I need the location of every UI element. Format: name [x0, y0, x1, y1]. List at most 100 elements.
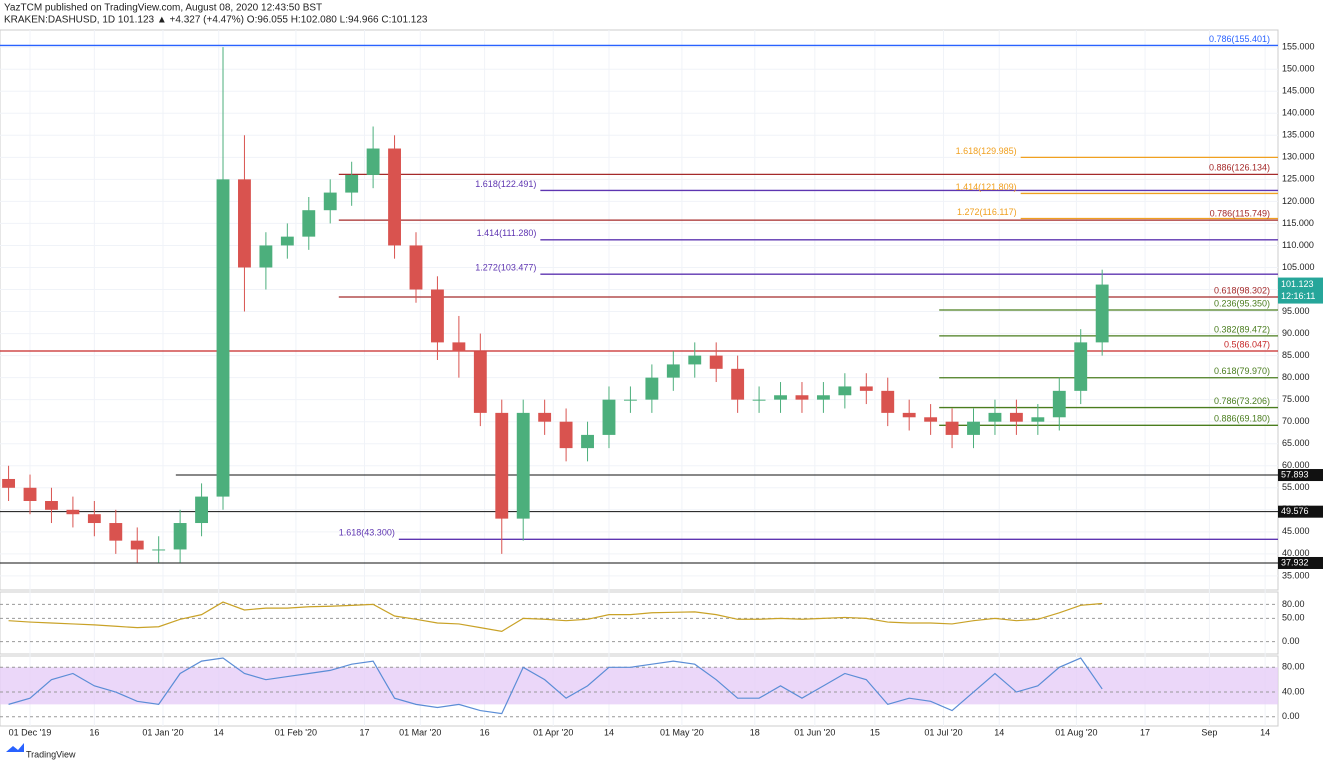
brand-logo [6, 743, 24, 752]
candle-body [924, 417, 938, 422]
y-tick-label: 130.000 [1282, 152, 1315, 162]
support-value: 57.893 [1281, 469, 1309, 479]
x-tick-label: 01 Apr '20 [533, 727, 573, 737]
x-tick-label: 15 [870, 727, 880, 737]
x-tick-label: Sep [1201, 727, 1217, 737]
x-tick-label: 01 Aug '20 [1055, 727, 1097, 737]
candle-body [688, 355, 702, 365]
y-tick-label: 60.000 [1282, 460, 1310, 470]
candle-body [967, 421, 980, 435]
y-tick-label: 85.000 [1282, 350, 1310, 360]
fib-label: 0.786(155.401) [1209, 34, 1270, 44]
candle-body [838, 386, 852, 396]
candle-body [302, 210, 316, 237]
support-tag [1278, 469, 1323, 482]
candle-body [195, 496, 208, 524]
y-tick-label: 75.000 [1282, 394, 1310, 404]
rsi-pane [0, 591, 1279, 655]
candle-body [323, 192, 337, 211]
x-tick-label: 01 Mar '20 [399, 727, 441, 737]
stoch-tick-label: 40.00 [1282, 686, 1305, 696]
x-tick-label: 01 Jun '20 [794, 727, 835, 737]
candle-body [623, 399, 637, 401]
fib-label: 1.414(111.280) [477, 228, 537, 238]
candle-body [752, 399, 766, 401]
candle-body [473, 351, 487, 413]
last-price: 101.123 [1281, 279, 1314, 289]
candle-body [1031, 417, 1045, 422]
candle-body [1074, 342, 1088, 391]
countdown: 12:16:11 [1281, 291, 1315, 301]
y-tick-label: 55.000 [1282, 482, 1310, 492]
fib-label: 1.618(129.985) [956, 146, 1017, 156]
rsi-tick-label: 80.00 [1282, 599, 1305, 609]
candle-body [173, 523, 187, 550]
candle-body [1009, 412, 1023, 422]
stoch-band [0, 667, 1278, 705]
support-value: 37.932 [1281, 557, 1309, 567]
stoch-tick-label: 80.00 [1282, 662, 1305, 672]
candle-body [859, 386, 873, 391]
candle-body [731, 368, 745, 400]
x-tick-label: 17 [360, 727, 370, 737]
candle-body [66, 509, 80, 515]
x-tick-label: 01 Dec '19 [9, 727, 52, 737]
brand: TradingView [26, 749, 76, 759]
rsi-line [8, 601, 1103, 632]
candle-body [902, 412, 916, 418]
x-tick-label: 01 Jul '20 [924, 727, 962, 737]
x-tick-label: 01 May '20 [660, 727, 704, 737]
candle-body [666, 364, 680, 378]
candle-body [216, 179, 230, 497]
y-tick-label: 150.000 [1282, 64, 1315, 74]
x-tick-label: 17 [1140, 727, 1150, 737]
candle-body [452, 342, 466, 352]
candle-body [881, 390, 895, 413]
candle-body [431, 289, 444, 343]
fib-label: 0.382(89.472) [1214, 324, 1270, 334]
candle-body [259, 245, 273, 268]
candle-body [152, 549, 166, 551]
fib-label: 0.886(126.134) [1209, 163, 1270, 173]
candle-body [1052, 390, 1066, 418]
x-tick-label: 14 [1260, 727, 1270, 737]
x-tick-label: 16 [480, 727, 490, 737]
y-tick-label: 110.000 [1282, 240, 1314, 250]
fib-label: 1.618(43.300) [339, 528, 395, 538]
publisher-line: YazTCM published on TradingView.com, Aug… [4, 3, 322, 14]
stoch-line [8, 657, 1103, 715]
candle-body [388, 148, 401, 246]
candle-body [988, 412, 1002, 422]
fib-label: 0.886(69.180) [1214, 414, 1270, 424]
candle-body [45, 500, 58, 510]
y-tick-label: 95.000 [1282, 306, 1310, 316]
candle-body [280, 236, 294, 246]
x-tick-label: 14 [994, 727, 1004, 737]
candle-body [238, 179, 251, 268]
symbol-line: KRAKEN:DASHUSD, 1D 101.123 ▲ +4.327 (+4.… [4, 15, 428, 26]
x-tick-label: 01 Jan '20 [142, 727, 183, 737]
fib-label: 0.5(86.047) [1224, 339, 1270, 349]
candle-body [109, 523, 123, 541]
candle-body [130, 540, 144, 550]
candle-body [345, 174, 359, 193]
candle-body [2, 478, 16, 488]
candle-body [602, 399, 616, 435]
fib-label: 1.272(103.477) [475, 263, 536, 273]
y-tick-label: 105.000 [1282, 262, 1315, 272]
fib-label: 0.786(115.749) [1210, 208, 1270, 218]
candle-body [495, 412, 509, 519]
x-tick-label: 01 Feb '20 [275, 727, 317, 737]
candle-body [516, 412, 530, 519]
candle-body [645, 377, 659, 400]
stoch-tick-label: 0.00 [1282, 711, 1300, 721]
candle-body [816, 395, 830, 400]
fib-label: 0.236(95.350) [1214, 298, 1270, 308]
fib-label: 1.414(121.809) [956, 182, 1017, 192]
fib-label: 0.618(98.302) [1214, 285, 1270, 295]
x-tick-label: 16 [89, 727, 99, 737]
fib-label: 1.618(122.491) [475, 179, 536, 189]
